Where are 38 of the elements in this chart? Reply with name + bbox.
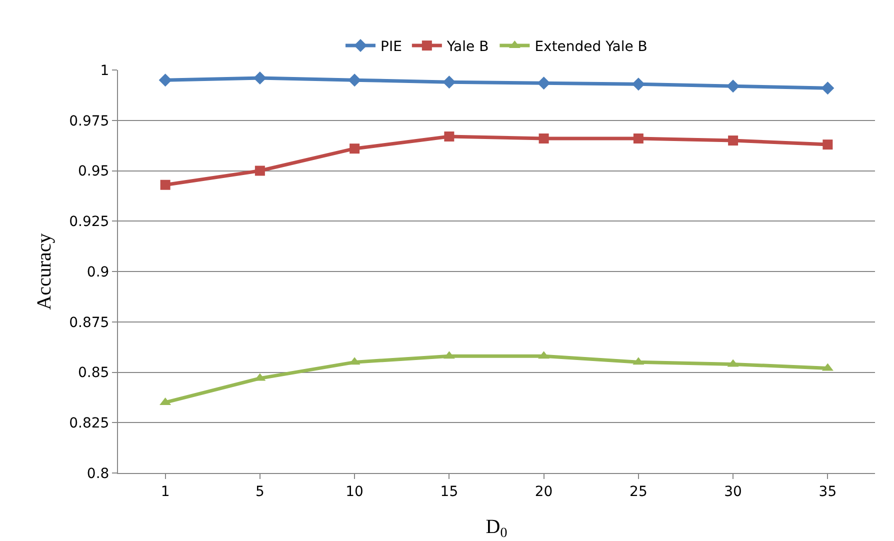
point	[537, 76, 550, 90]
y-tick-label: 0.9	[86, 264, 110, 280]
y-tick-label: 0.925	[69, 214, 110, 230]
point	[728, 136, 738, 146]
point	[538, 134, 549, 144]
y-tick-label: 0.85	[78, 365, 110, 382]
x-tick-label: 10	[346, 484, 364, 500]
x-tick-label: 20	[534, 484, 553, 500]
point	[821, 82, 834, 95]
point	[254, 166, 265, 176]
point	[632, 78, 645, 91]
point	[633, 134, 644, 144]
x-tick-label: 30	[724, 484, 742, 500]
point	[253, 72, 266, 85]
y-tick-label: 0.975	[69, 113, 110, 130]
y-tick-label: 0.875	[69, 314, 110, 331]
legend-label: Extended Yale B	[534, 39, 648, 55]
point	[444, 132, 454, 142]
x-tick-label: 15	[440, 484, 458, 500]
x-tick-label: 25	[630, 484, 648, 500]
y-tick-label: 1	[100, 62, 110, 79]
point	[822, 140, 833, 150]
x-tick-label: 1	[160, 484, 170, 500]
point	[160, 180, 170, 190]
point	[158, 74, 172, 87]
legend-label: Yale B	[446, 39, 489, 55]
x-tick-label: 5	[255, 484, 264, 500]
point	[350, 144, 360, 154]
y-axis-title: Accuracy	[34, 233, 56, 310]
point	[726, 80, 740, 93]
point	[348, 74, 362, 87]
point	[442, 76, 456, 89]
x-axis-title: D$_{0}$	[486, 516, 508, 541]
y-tick-label: 0.8	[86, 466, 110, 482]
y-tick-label: 0.95	[78, 164, 110, 180]
legend-label: PIE	[380, 39, 402, 55]
y-tick-label: 0.825	[69, 416, 110, 432]
x-tick-label: 35	[818, 484, 837, 500]
